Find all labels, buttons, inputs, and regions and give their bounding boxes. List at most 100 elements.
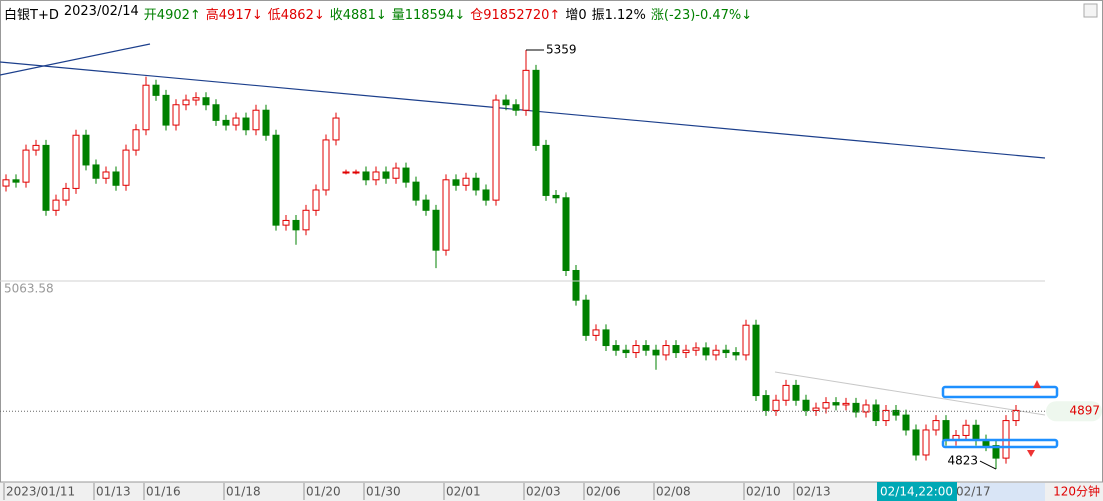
candle-body bbox=[742, 324, 750, 356]
candle-body bbox=[782, 384, 790, 401]
x-tick-label: 02/13 bbox=[796, 485, 831, 499]
candle-body bbox=[342, 171, 350, 174]
candle-body bbox=[262, 109, 270, 136]
candle-body bbox=[432, 209, 440, 251]
x-tick-label: 01/30 bbox=[366, 485, 401, 499]
arrow-down bbox=[1027, 450, 1035, 457]
candle-body bbox=[882, 409, 890, 422]
candle-body bbox=[592, 329, 600, 336]
x-axis-bar bbox=[0, 482, 1103, 501]
candle-body bbox=[462, 177, 470, 186]
candle-body bbox=[702, 347, 710, 356]
candle-body bbox=[12, 179, 20, 183]
x-tick-label: 02/06 bbox=[586, 485, 621, 499]
crosshair-tag bbox=[877, 482, 957, 501]
candle-body bbox=[852, 402, 860, 413]
candle-body bbox=[892, 409, 900, 416]
period-label: 120分钟 bbox=[1053, 484, 1100, 499]
candle-body bbox=[152, 84, 160, 96]
candle-body bbox=[962, 424, 970, 436]
candle-body bbox=[502, 99, 510, 106]
candle-body bbox=[272, 134, 280, 226]
header-item: 涨(-23)-0.47%↓ bbox=[650, 8, 753, 23]
candle-body bbox=[422, 199, 430, 211]
candle-body bbox=[322, 139, 330, 191]
header-item: 2023/02/14 bbox=[63, 4, 139, 19]
candle-body bbox=[522, 69, 530, 111]
candle-body bbox=[912, 429, 920, 456]
candle-body bbox=[122, 149, 130, 186]
low-pointer bbox=[979, 460, 997, 470]
candle-body bbox=[352, 171, 360, 174]
header-item: 量118594↓ bbox=[391, 8, 466, 23]
candle-body bbox=[792, 384, 800, 401]
candle-body bbox=[222, 119, 230, 126]
header-item: 高4917↓ bbox=[205, 8, 263, 23]
candle-body bbox=[202, 97, 210, 106]
candle-body bbox=[142, 84, 150, 131]
x-tick-label: 02/03 bbox=[526, 485, 561, 499]
x-tick-label: 01/20 bbox=[306, 485, 341, 499]
candle-body bbox=[362, 171, 370, 181]
candle-body bbox=[282, 219, 290, 226]
candle-body bbox=[242, 117, 250, 131]
candle-body bbox=[22, 149, 30, 183]
candle-body bbox=[252, 109, 260, 131]
candle-body bbox=[942, 420, 950, 441]
candle-body bbox=[602, 329, 610, 347]
reference-label: 5063.58 bbox=[4, 281, 54, 295]
candle-body bbox=[32, 144, 40, 151]
candle-body bbox=[652, 349, 660, 356]
candle-body bbox=[682, 349, 690, 354]
candle-body bbox=[992, 445, 1000, 459]
candle-body bbox=[772, 399, 780, 411]
x-tick-label: 02/01 bbox=[446, 485, 481, 499]
candle-body bbox=[392, 167, 400, 179]
candle-body bbox=[762, 395, 770, 411]
candle-body bbox=[672, 345, 680, 354]
header-item: 开4902↑ bbox=[143, 8, 201, 23]
candle-body bbox=[512, 104, 520, 111]
x-tick-label: 02/08 bbox=[656, 485, 691, 499]
candle-body bbox=[292, 219, 300, 231]
candle-body bbox=[312, 189, 320, 211]
candle-body bbox=[332, 117, 340, 141]
candle-body bbox=[402, 167, 410, 183]
candle-body bbox=[552, 194, 560, 199]
candle-body bbox=[182, 99, 190, 106]
candle-body bbox=[822, 402, 830, 409]
x-tick-label: 02/10 bbox=[746, 485, 781, 499]
box-marker bbox=[941, 385, 1059, 399]
candle-body bbox=[82, 134, 90, 166]
candle-body bbox=[42, 144, 50, 211]
candle-body bbox=[872, 404, 880, 422]
candle-body bbox=[712, 349, 720, 356]
candle-body bbox=[452, 179, 460, 186]
x-tick-label: 01/16 bbox=[146, 485, 181, 499]
candle-body bbox=[132, 129, 140, 151]
candle-body bbox=[922, 429, 930, 456]
candle-body bbox=[72, 134, 80, 189]
selection-shade bbox=[960, 483, 1045, 501]
candle-body bbox=[692, 347, 700, 351]
header-item: 收4881↓ bbox=[329, 8, 387, 23]
x-tick-label: 01/18 bbox=[226, 485, 261, 499]
x-tick-label: 2023/01/11 bbox=[6, 485, 75, 499]
candle-body bbox=[532, 69, 540, 146]
candle-body bbox=[932, 420, 940, 431]
candle-body bbox=[642, 345, 650, 351]
header-item: 低4862↓ bbox=[267, 8, 325, 23]
candle-body bbox=[302, 209, 310, 231]
candle-body bbox=[472, 177, 480, 191]
candle-body bbox=[572, 269, 580, 301]
candle-body bbox=[662, 345, 670, 356]
candle-body bbox=[382, 171, 390, 179]
last-price-label: 4897 bbox=[1069, 404, 1100, 418]
header-item: 白银T+D bbox=[4, 8, 59, 23]
last-price-tag bbox=[1046, 401, 1102, 422]
candle-body bbox=[612, 345, 620, 351]
arrow-up bbox=[1033, 380, 1041, 388]
candle-body bbox=[52, 199, 60, 211]
settings-icon[interactable] bbox=[1083, 3, 1098, 18]
